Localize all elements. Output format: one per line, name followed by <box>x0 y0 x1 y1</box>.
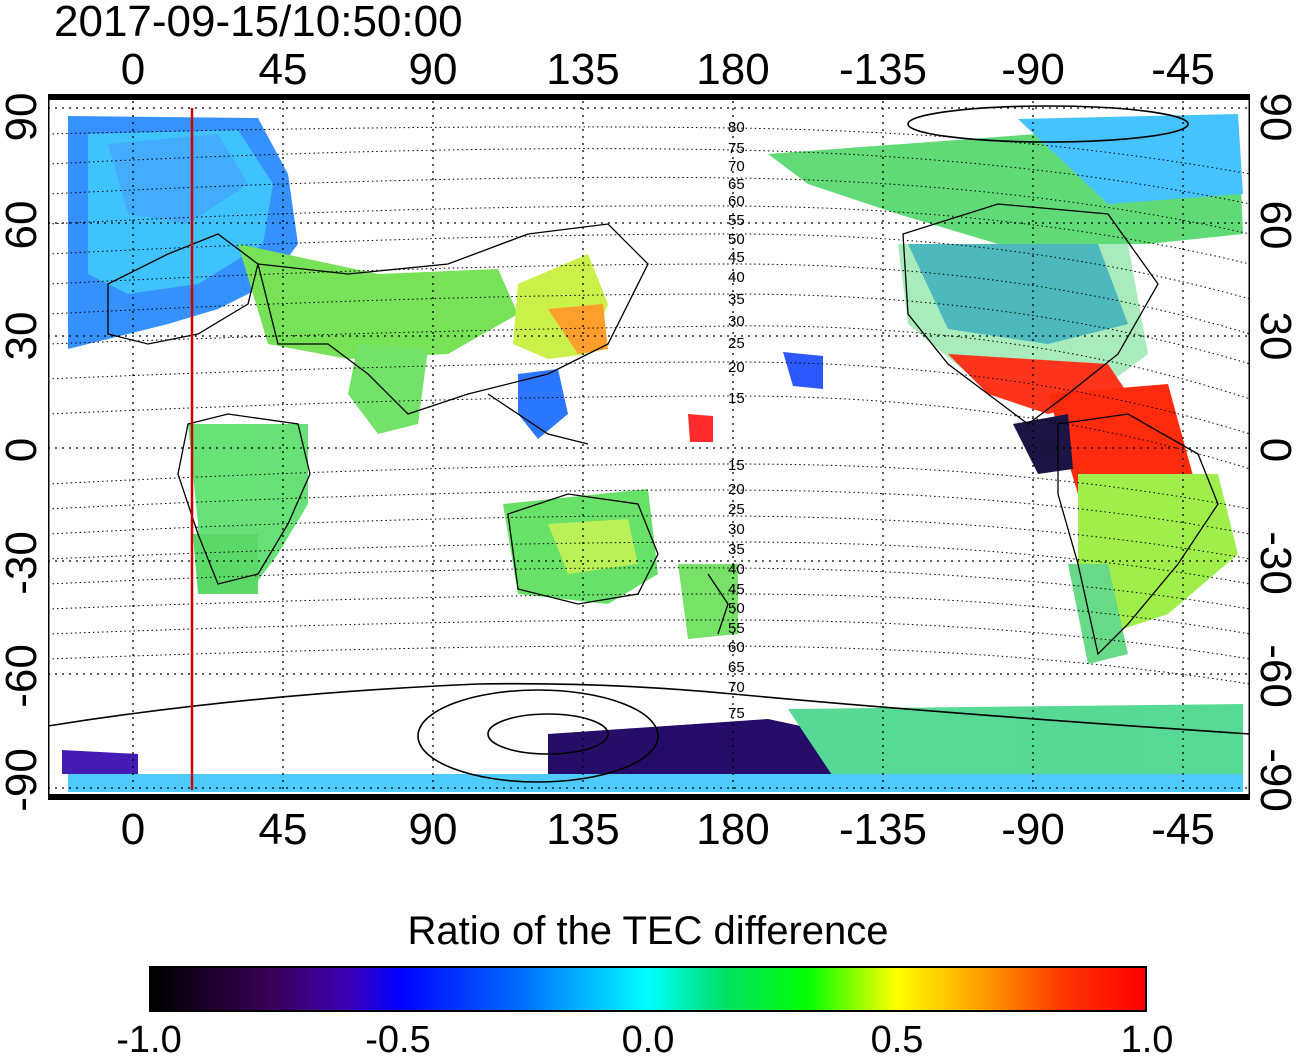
bottom-lon-tick: -135 <box>838 805 928 854</box>
contour-label: 40 <box>728 561 745 578</box>
contour-label: 60 <box>728 193 745 210</box>
patch-antarctica-green <box>788 704 1243 784</box>
patch-usa <box>898 244 1148 384</box>
contour-label: 70 <box>728 679 745 696</box>
contour-label: 20 <box>728 481 745 498</box>
contour-label: 35 <box>728 291 745 308</box>
left-lat-tick: -90 <box>0 748 46 812</box>
tec-data-patches <box>62 114 1243 792</box>
bottom-lon-tick: 90 <box>408 805 458 854</box>
bottom-lon-tick: 180 <box>696 805 770 854</box>
colorbar-tick: -0.5 <box>365 1019 431 1061</box>
patch-antarctica-strip <box>68 774 1243 792</box>
top-lon-tick: -135 <box>838 45 928 94</box>
colorbar-tick: -1.0 <box>116 1019 182 1061</box>
patch-japan-hot <box>548 304 608 354</box>
contour-label: 65 <box>728 659 745 676</box>
graticule <box>48 94 1250 800</box>
contour-label: 45 <box>728 249 745 266</box>
patch-scandinavia <box>108 134 248 224</box>
colorbar-title: Ratio of the TEC difference <box>407 909 889 953</box>
contour-label: 75 <box>728 140 745 157</box>
timestamp-title: 2017-09-15/10:50:00 <box>54 0 463 46</box>
top-lon-tick: 45 <box>258 45 308 94</box>
contour-label: 50 <box>728 600 745 617</box>
patch-pacific-blue <box>783 352 823 389</box>
left-lat-tick: -60 <box>0 644 46 708</box>
contour-label: 75 <box>728 705 745 722</box>
right-lat-tick: 0 <box>1251 437 1296 463</box>
contour-labels-north: 80 75 70 65 60 55 50 45 40 35 30 25 20 1… <box>728 119 745 407</box>
contour-label: 40 <box>728 269 745 286</box>
top-lon-tick: 135 <box>546 45 620 94</box>
right-lat-tick: 90 <box>1251 92 1296 142</box>
contour-label: 35 <box>728 541 745 558</box>
patch-australia-yellow <box>548 519 638 574</box>
right-lat-tick: -60 <box>1251 644 1296 708</box>
right-lat-tick: 30 <box>1251 311 1296 361</box>
left-lat-tick: 0 <box>0 437 46 463</box>
colorbar-tick: 0.5 <box>870 1019 924 1061</box>
contour-label: 55 <box>728 620 745 637</box>
contour-label: 15 <box>728 390 745 407</box>
frame-ticks <box>48 94 1250 800</box>
tec-map: 80 75 70 65 60 55 50 45 40 35 30 25 20 1… <box>48 94 1250 800</box>
colorbar <box>149 966 1147 1012</box>
top-lon-tick: 90 <box>408 45 458 94</box>
colorbar-tick: 1.0 <box>1120 1019 1174 1061</box>
right-lat-tick: 60 <box>1251 200 1296 250</box>
bottom-lon-tick: -45 <box>1151 805 1215 854</box>
contour-label: 50 <box>728 231 745 248</box>
contour-label: 60 <box>728 639 745 656</box>
top-lon-tick: -45 <box>1151 45 1215 94</box>
contour-label: 65 <box>728 176 745 193</box>
patch-asia <box>238 244 518 359</box>
contour-label: 70 <box>728 158 745 175</box>
top-lon-tick: -90 <box>1001 45 1065 94</box>
contour-label: 30 <box>728 521 745 538</box>
patch-south-africa <box>193 534 258 594</box>
coastlines <box>107 203 1219 656</box>
south-pole-contours <box>48 105 1250 783</box>
contour-label: 20 <box>728 359 745 376</box>
right-lat-tick: -90 <box>1251 748 1296 812</box>
bottom-lon-tick: 45 <box>258 805 308 854</box>
patch-greenland <box>1018 114 1243 204</box>
left-lat-tick: 90 <box>0 92 46 142</box>
magnetic-contours <box>48 126 1250 685</box>
patch-south-america-green <box>1078 474 1238 634</box>
contour-label: 45 <box>728 581 745 598</box>
left-lat-tick: -30 <box>0 531 46 595</box>
colorbar-tick: 0.0 <box>621 1019 675 1061</box>
top-lon-tick: 0 <box>120 45 146 94</box>
bottom-lon-tick: 135 <box>546 805 620 854</box>
contour-labels-south: 15 20 25 30 35 40 45 50 55 60 65 70 75 <box>728 457 745 722</box>
contour-label: 80 <box>728 119 745 136</box>
bottom-lon-tick: 0 <box>120 805 146 854</box>
left-lat-tick: 30 <box>0 311 46 361</box>
contour-label: 25 <box>728 501 745 518</box>
patch-antarctica-dark <box>548 719 838 784</box>
patch-antarctica-left <box>62 750 138 774</box>
right-lat-tick: -30 <box>1251 531 1296 595</box>
left-lat-tick: 60 <box>0 200 46 250</box>
contour-label: 30 <box>728 313 745 330</box>
patch-indonesia <box>518 369 568 439</box>
top-lon-tick: 180 <box>696 45 770 94</box>
patch-pacific-red <box>688 414 713 442</box>
contour-label: 25 <box>728 335 745 352</box>
contour-label: 15 <box>728 457 745 474</box>
bottom-lon-tick: -90 <box>1001 805 1065 854</box>
contour-label: 55 <box>728 212 745 229</box>
